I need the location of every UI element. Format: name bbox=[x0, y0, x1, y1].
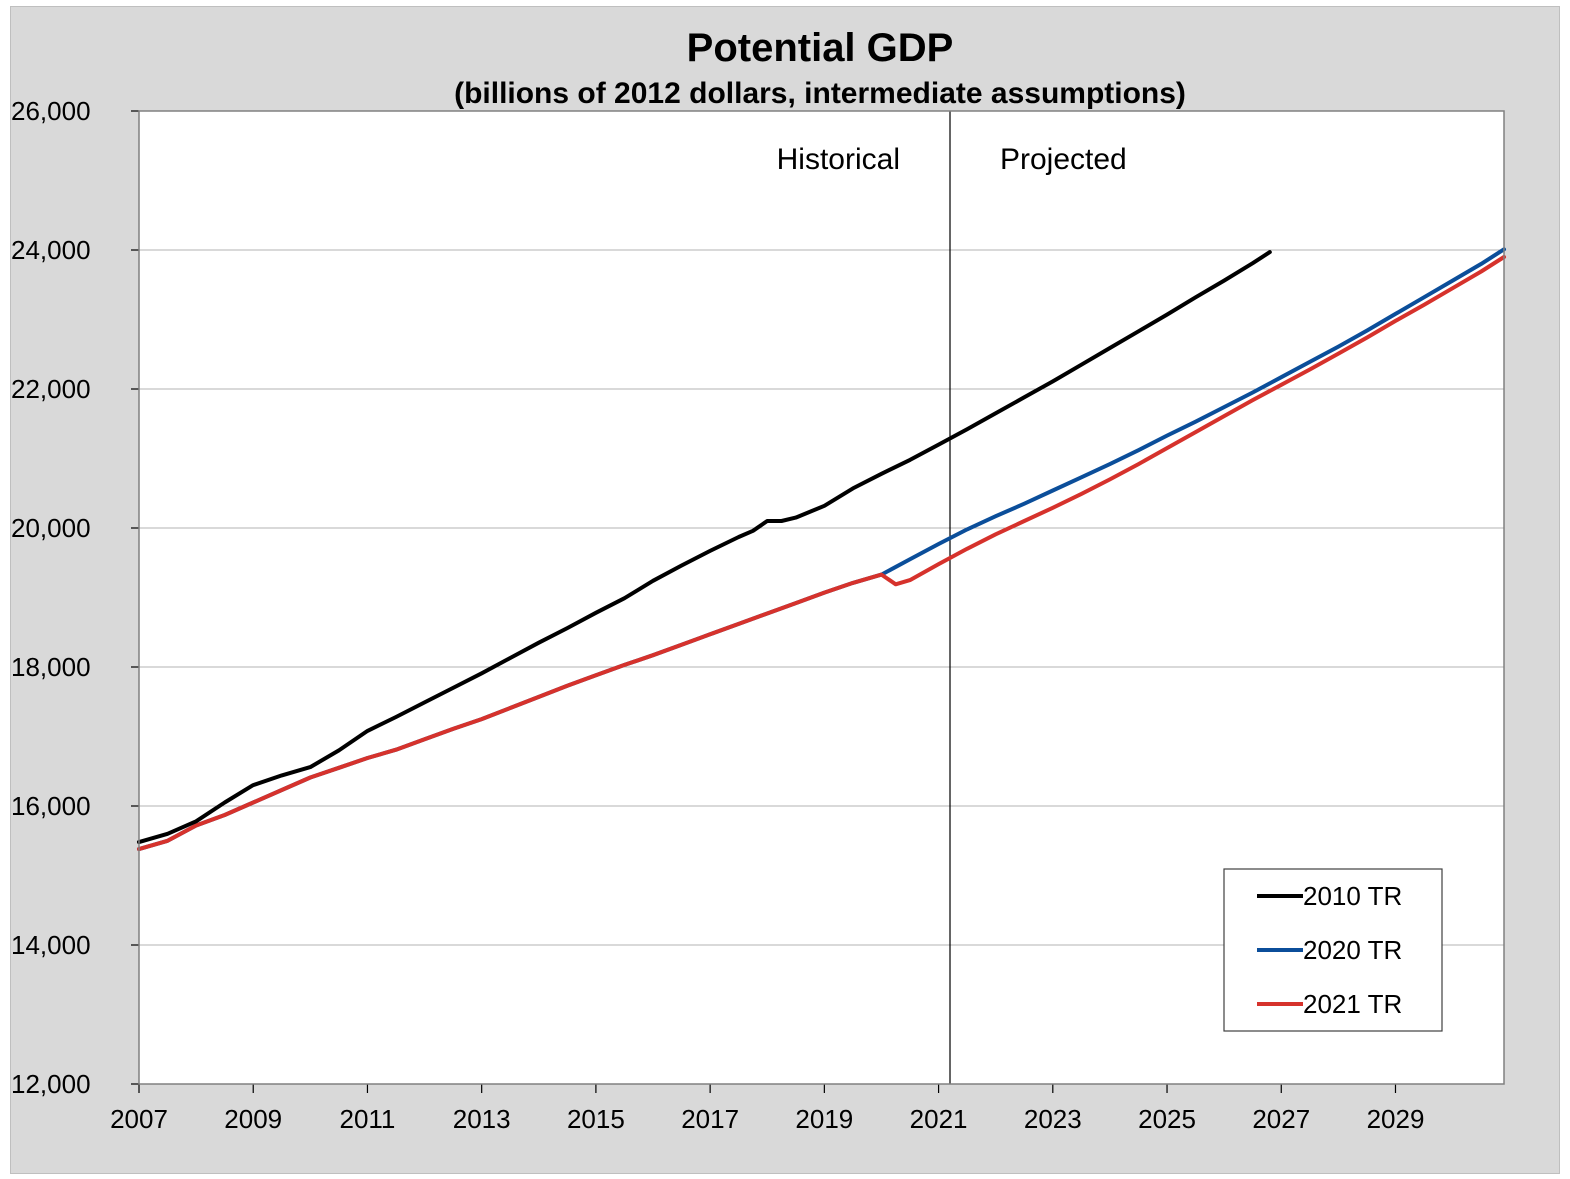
x-tick-label: 2019 bbox=[795, 1104, 853, 1134]
x-tick-label: 2017 bbox=[681, 1104, 739, 1134]
x-tick-label: 2011 bbox=[339, 1104, 395, 1134]
y-axis: 12,000 14,000 16,000 18,000 20,000 22,000 24,0… bbox=[11, 96, 139, 1099]
series-line-2021-tr bbox=[137, 255, 1506, 852]
chart-frame: Potential GDP (billions of 2012 dollars,… bbox=[10, 6, 1560, 1174]
projected-label: Projected bbox=[1000, 143, 1127, 176]
legend-label: 2010 TR bbox=[1303, 881, 1402, 911]
series-lines bbox=[137, 247, 1506, 852]
x-tick-label: 2029 bbox=[1367, 1104, 1425, 1134]
x-axis: 2007 2009 2011 2013 2015 2017 2019 2021 2023 2025… bbox=[110, 1084, 1424, 1134]
y-tick-label: 16,000 bbox=[11, 791, 91, 821]
x-tick-label: 2013 bbox=[453, 1104, 511, 1134]
y-tick-label: 22,000 bbox=[11, 374, 91, 404]
legend: 2010 TR 2020 TR 2021 TR bbox=[1223, 868, 1443, 1032]
y-tick-label: 12,000 bbox=[11, 1069, 91, 1099]
y-tick-label: 18,000 bbox=[11, 652, 91, 682]
x-tick-label: 2021 bbox=[910, 1104, 968, 1134]
legend-label: 2020 TR bbox=[1303, 935, 1402, 965]
x-tick-label: 2007 bbox=[110, 1104, 168, 1134]
plot-border bbox=[138, 110, 1505, 1085]
x-tick-label: 2009 bbox=[224, 1104, 282, 1134]
chart-subtitle: (billions of 2012 dollars, intermediate … bbox=[454, 77, 1186, 110]
historical-label: Historical bbox=[777, 143, 900, 176]
legend-label: 2021 TR bbox=[1303, 989, 1402, 1019]
x-tick-label: 2025 bbox=[1138, 1104, 1196, 1134]
y-tick-label: 26,000 bbox=[11, 96, 91, 126]
chart-title: Potential GDP bbox=[687, 26, 954, 70]
line-chart: Potential GDP (billions of 2012 dollars,… bbox=[11, 26, 1506, 1134]
y-tick-label: 14,000 bbox=[11, 930, 91, 960]
series-line-2010-tr bbox=[137, 250, 1272, 845]
x-tick-label: 2015 bbox=[567, 1104, 625, 1134]
x-tick-label: 2027 bbox=[1252, 1104, 1310, 1134]
gridlines bbox=[139, 249, 1504, 946]
y-tick-label: 20,000 bbox=[11, 513, 91, 543]
x-tick-label: 2023 bbox=[1024, 1104, 1082, 1134]
y-tick-label: 24,000 bbox=[11, 235, 91, 265]
